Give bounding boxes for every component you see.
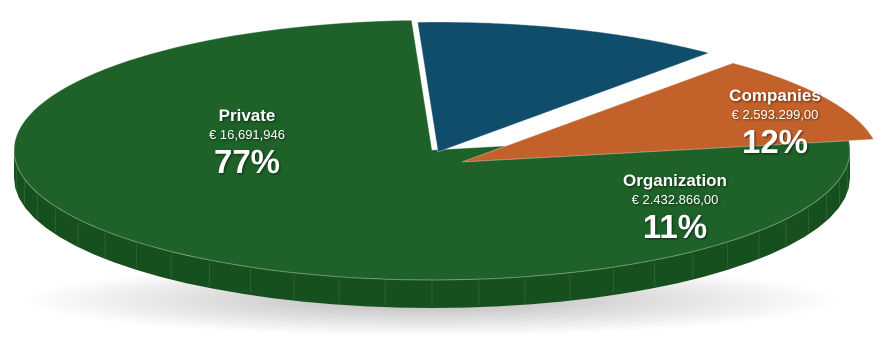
slice-label-organization: Organization € 2.432.866,00 11%	[623, 171, 727, 246]
pie-slice-organization	[461, 62, 875, 163]
slice-label-companies: Companies € 2.593.299,00 12%	[729, 86, 821, 161]
slice-percent: 12%	[741, 123, 809, 161]
slice-percent: 77%	[213, 143, 281, 181]
pie-slice-private	[13, 19, 851, 281]
pie-slice-companies	[417, 21, 711, 153]
slice-name: Private	[218, 106, 276, 125]
pie-side-private	[14, 150, 850, 308]
slice-percent: 11%	[642, 208, 708, 246]
slice-label-private: Private € 16,691,946 77%	[209, 106, 285, 181]
slice-value: € 16,691,946	[209, 126, 285, 142]
slice-value: € 2.593.299,00	[731, 106, 819, 122]
slice-value: € 2.432.866,00	[631, 191, 719, 207]
slice-name: Companies	[729, 86, 821, 105]
slice-name: Organization	[623, 171, 727, 190]
